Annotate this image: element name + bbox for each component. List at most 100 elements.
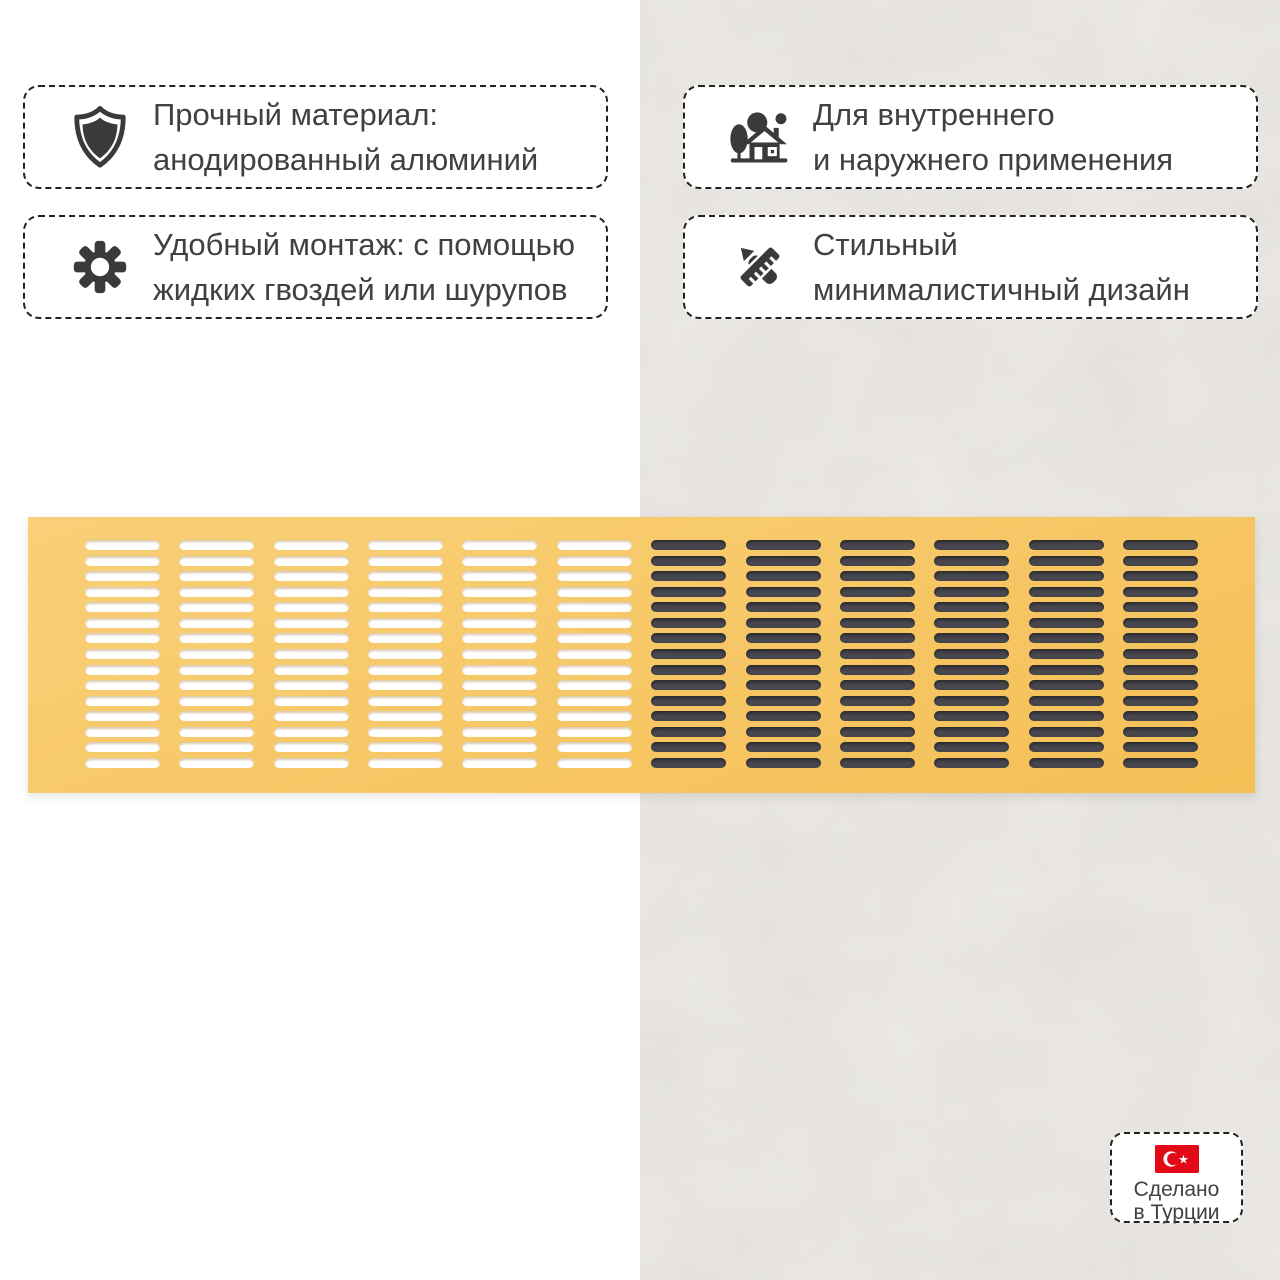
grille-slot bbox=[1122, 633, 1198, 644]
grille-slot bbox=[368, 742, 444, 753]
grille-slot bbox=[85, 571, 160, 582]
grille-slot bbox=[179, 742, 255, 753]
feature-text: Прочный материал: анодированный алюминий bbox=[153, 92, 538, 182]
grille-slot bbox=[745, 571, 821, 582]
grille-slot bbox=[1122, 742, 1198, 753]
grille-slot bbox=[934, 711, 1010, 722]
grille-slot bbox=[556, 602, 632, 613]
grille-slot bbox=[462, 711, 538, 722]
grille-slot bbox=[556, 586, 632, 597]
grille-slot bbox=[745, 757, 821, 768]
grille-slot bbox=[368, 695, 444, 706]
grille-slot bbox=[368, 571, 444, 582]
grille-slot bbox=[179, 695, 255, 706]
grille-slot bbox=[934, 555, 1010, 566]
grille-slot bbox=[934, 742, 1010, 753]
grille-slot bbox=[368, 586, 444, 597]
grille-slot bbox=[556, 571, 632, 582]
turkey-flag-icon: ★ bbox=[1154, 1145, 1199, 1173]
grille-column bbox=[1122, 540, 1198, 768]
grille-slot bbox=[1028, 586, 1104, 597]
grille-slot bbox=[745, 555, 821, 566]
grille-slot bbox=[934, 602, 1010, 613]
gear-icon bbox=[69, 236, 131, 298]
grille-slot bbox=[368, 617, 444, 628]
grille-slot bbox=[1028, 571, 1104, 582]
grille-slot bbox=[273, 540, 349, 550]
grille-slot bbox=[273, 617, 349, 628]
grille-slot bbox=[839, 555, 915, 566]
grille-column bbox=[839, 540, 915, 768]
grille-slot bbox=[1122, 586, 1198, 597]
grille-slot bbox=[85, 757, 160, 768]
grille-slot bbox=[179, 571, 255, 582]
grille-slot bbox=[273, 680, 349, 691]
grille-column bbox=[368, 540, 444, 768]
grille-slot bbox=[179, 648, 255, 659]
grille-slot bbox=[651, 711, 727, 722]
grille-slot bbox=[651, 680, 727, 691]
grille-slot bbox=[1122, 571, 1198, 582]
grille-slot bbox=[745, 742, 821, 753]
grille-slot bbox=[1028, 617, 1104, 628]
grille-slot bbox=[1028, 726, 1104, 737]
grille-slot bbox=[462, 586, 538, 597]
grille-slot bbox=[651, 555, 727, 566]
grille-slot bbox=[85, 555, 160, 566]
grille-slot bbox=[368, 711, 444, 722]
grille-slot bbox=[462, 602, 538, 613]
feature-line: Для внутреннего bbox=[813, 97, 1055, 132]
grille-slot bbox=[839, 586, 915, 597]
svg-text:★: ★ bbox=[1178, 1152, 1189, 1166]
grille-slot bbox=[839, 648, 915, 659]
feature-line: Удобный монтаж: с помощью bbox=[153, 227, 576, 262]
grille-slot bbox=[839, 540, 915, 550]
grille-slot bbox=[462, 571, 538, 582]
grille-slot bbox=[368, 726, 444, 737]
grille-slot bbox=[273, 726, 349, 737]
grille-slot bbox=[85, 664, 160, 675]
grille-slot bbox=[368, 633, 444, 644]
grille-slot bbox=[462, 648, 538, 659]
grille-slot bbox=[273, 602, 349, 613]
grille-slot bbox=[1028, 555, 1104, 566]
grille-slot bbox=[85, 633, 160, 644]
badge-text: Сделано в Турции bbox=[1133, 1178, 1219, 1224]
grille-slot bbox=[1028, 680, 1104, 691]
grille-slot bbox=[839, 757, 915, 768]
grille-slot bbox=[934, 648, 1010, 659]
grille-slot bbox=[934, 540, 1010, 550]
grille-slot bbox=[556, 540, 632, 550]
grille-slot bbox=[839, 617, 915, 628]
grille-column bbox=[85, 540, 160, 768]
grille-slot bbox=[462, 664, 538, 675]
grille-slot bbox=[556, 711, 632, 722]
grille-slot bbox=[1122, 602, 1198, 613]
grille-slot bbox=[839, 695, 915, 706]
grille-slot bbox=[1122, 540, 1198, 550]
grille-slot bbox=[179, 602, 255, 613]
grille-slot bbox=[934, 695, 1010, 706]
grille-slot bbox=[368, 555, 444, 566]
grille-slot bbox=[934, 617, 1010, 628]
feature-line: Прочный материал: bbox=[153, 97, 439, 132]
grille-slot bbox=[934, 664, 1010, 675]
grille-slot bbox=[273, 664, 349, 675]
grille-slot bbox=[1028, 695, 1104, 706]
grille-column bbox=[1028, 540, 1104, 768]
grille-slot bbox=[368, 648, 444, 659]
grille-slot bbox=[368, 680, 444, 691]
feature-text: Удобный монтаж: с помощью жидких гвоздей… bbox=[153, 222, 575, 312]
grille-slot bbox=[462, 726, 538, 737]
grille-slot bbox=[651, 742, 727, 753]
grille-slot bbox=[1122, 695, 1198, 706]
grille-slot bbox=[1122, 757, 1198, 768]
grille-slot bbox=[651, 664, 727, 675]
made-in-turkey-badge: ★ Сделано в Турции bbox=[1110, 1132, 1243, 1224]
feature-line: Стильный bbox=[813, 227, 958, 262]
grille-slot bbox=[745, 648, 821, 659]
grille-slot bbox=[85, 602, 160, 613]
grille-slot bbox=[1122, 726, 1198, 737]
grille-slot bbox=[745, 633, 821, 644]
